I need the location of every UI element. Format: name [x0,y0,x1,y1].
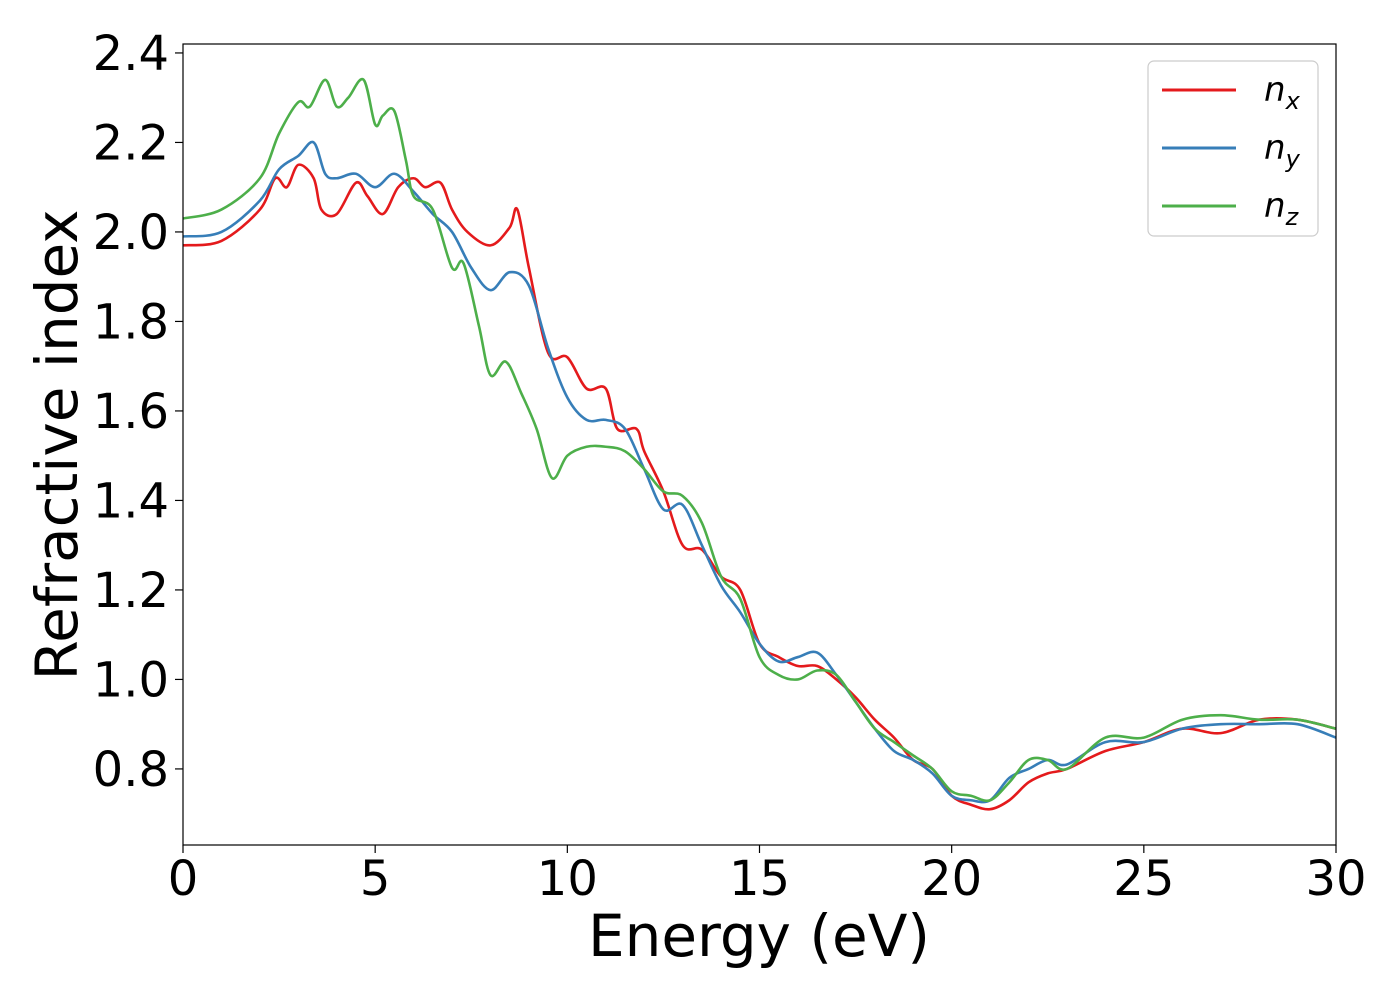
y-tick-label: 1.2 [93,563,169,619]
legend-label-nz: nz [1264,186,1300,231]
series-line-nx [182,163,1337,811]
y-tick-label: 2.0 [93,205,169,261]
x-tick-label: 25 [1113,851,1174,907]
series-lines [182,77,1337,811]
y-tick-label: 1.4 [93,473,169,529]
x-tick-label: 20 [921,851,982,907]
y-tick-label: 1.0 [93,652,169,708]
y-tick-label: 1.6 [93,384,169,440]
legend-label-nx: nx [1264,70,1301,115]
x-tick-label: 0 [168,851,199,907]
y-axis-title: Refractive index [23,209,91,680]
x-tick-label: 15 [729,851,790,907]
y-tick-label: 2.2 [93,115,169,171]
x-tick-label: 30 [1305,851,1366,907]
y-tick-label: 2.4 [93,26,169,82]
x-tick-label: 10 [537,851,598,907]
x-axis-title: Energy (eV) [588,902,930,970]
y-tick-label: 0.8 [93,742,169,798]
x-tick-label: 5 [360,851,391,907]
legend: nx ny nz [1147,60,1319,237]
legend-label-ny: ny [1264,128,1301,173]
series-line-ny [182,140,1337,804]
y-tick-label: 1.8 [93,294,169,350]
x-axis: 0 5 10 15 20 25 30 [168,845,1367,907]
series-line-nz [182,77,1337,803]
y-axis: 0.8 1.0 1.2 1.4 1.6 1.8 2.0 2.2 2.4 [93,26,183,798]
